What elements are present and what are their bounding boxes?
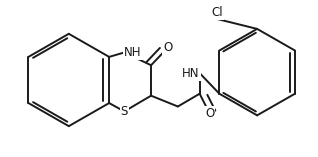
Text: Cl: Cl [212,6,223,19]
Text: O: O [205,107,214,120]
Text: HN: HN [182,67,200,80]
Text: O: O [163,41,173,54]
Text: S: S [121,105,128,118]
Text: NH: NH [124,46,142,59]
